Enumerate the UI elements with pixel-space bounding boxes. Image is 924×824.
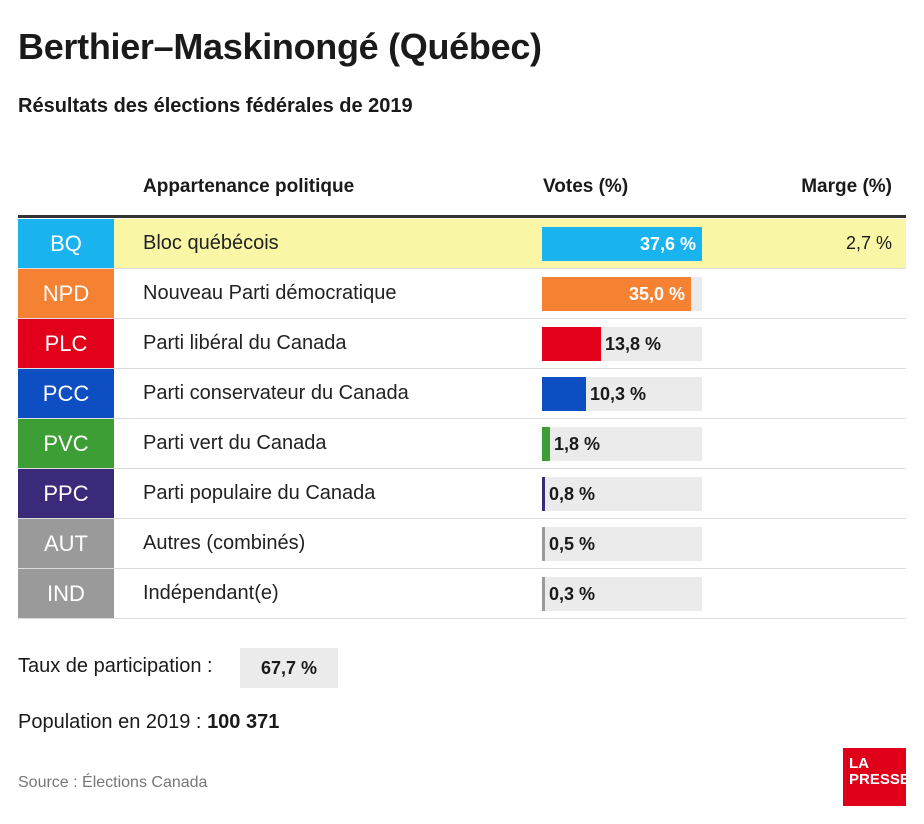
table-row-plc: PLC Parti libéral du Canada 13,8 % xyxy=(18,319,906,369)
vote-value-label: 37,6 % xyxy=(639,234,696,254)
vote-bar xyxy=(542,327,601,361)
party-code-badge: BQ xyxy=(18,219,114,268)
column-header-margin: Marge (%) xyxy=(801,176,892,197)
party-name: Indépendant(e) xyxy=(143,582,279,604)
party-code-badge: PLC xyxy=(18,319,114,368)
vote-bar-track: 35,0 % xyxy=(542,277,702,311)
vote-value-label: 10,3 % xyxy=(590,384,647,404)
party-name: Parti libéral du Canada xyxy=(143,332,347,354)
population-line: Population en 2019 : 100 371 xyxy=(18,711,279,734)
table-row-pvc: PVC Parti vert du Canada 1,8 % xyxy=(18,419,906,469)
logo-line-2: PRESSE xyxy=(849,771,910,788)
column-header-party: Appartenance politique xyxy=(143,176,355,197)
table-row-npd: NPD Nouveau Parti démocratique 35,0 % xyxy=(18,269,906,319)
column-header-votes: Votes (%) xyxy=(543,176,629,197)
page-subtitle: Résultats des élections fédérales de 201… xyxy=(18,95,413,117)
party-code-badge: NPD xyxy=(18,269,114,318)
vote-bar-track: 0,8 % xyxy=(542,477,702,511)
vote-value-label: 35,0 % xyxy=(628,284,685,304)
vote-value-label: 1,8 % xyxy=(554,434,601,454)
source-note: Source : Élections Canada xyxy=(18,774,208,791)
party-code-badge: PPC xyxy=(18,469,114,518)
population-value: 100 371 xyxy=(207,711,280,733)
vote-value-label: 0,5 % xyxy=(549,534,596,554)
header-rule xyxy=(18,215,906,218)
vote-bar xyxy=(542,427,550,461)
vote-bar-track: 13,8 % xyxy=(542,327,702,361)
party-name: Parti vert du Canada xyxy=(143,432,327,454)
results-table: BQ Bloc québécois 37,6 % 2,7 % NPD Nouveau Pa… xyxy=(18,219,906,619)
table-row-ind: IND Indépendant(e) 0,3 % xyxy=(18,569,906,619)
table-row-ppc: PPC Parti populaire du Canada 0,8 % xyxy=(18,469,906,519)
vote-bar xyxy=(542,577,545,611)
margin-value: 2,7 % xyxy=(845,233,892,253)
vote-bar xyxy=(542,227,702,261)
population-label: Population en 2019 : xyxy=(18,711,202,733)
table-row-bq: BQ Bloc québécois 37,6 % 2,7 % xyxy=(18,219,906,269)
vote-bar xyxy=(542,527,545,561)
turnout-value: 67,7 % xyxy=(240,648,338,688)
la-presse-logo: LA PRESSE xyxy=(843,748,910,806)
page-title: Berthier–Maskinongé (Québec) xyxy=(18,26,542,67)
party-code-badge: IND xyxy=(18,569,114,618)
vote-bar-track: 0,5 % xyxy=(542,527,702,561)
party-name: Parti populaire du Canada xyxy=(143,482,376,504)
party-name: Autres (combinés) xyxy=(143,532,306,554)
party-code-badge: AUT xyxy=(18,519,114,568)
vote-value-label: 13,8 % xyxy=(605,334,662,354)
vote-bar xyxy=(542,477,545,511)
logo-line-1: LA xyxy=(849,755,869,772)
party-name: Parti conservateur du Canada xyxy=(143,382,409,404)
vote-value-label: 0,8 % xyxy=(549,484,596,504)
vote-bar-track: 1,8 % xyxy=(542,427,702,461)
vote-bar xyxy=(542,277,691,311)
party-name: Nouveau Parti démocratique xyxy=(143,282,397,304)
table-row-pcc: PCC Parti conservateur du Canada 10,3 % xyxy=(18,369,906,419)
vote-value-label: 0,3 % xyxy=(549,584,596,604)
party-name: Bloc québécois xyxy=(143,232,279,254)
party-code-badge: PCC xyxy=(18,369,114,418)
table-row-aut: AUT Autres (combinés) 0,5 % xyxy=(18,519,906,569)
vote-bar-track: 10,3 % xyxy=(542,377,702,411)
vote-bar-track: 0,3 % xyxy=(542,577,702,611)
vote-bar-track: 37,6 % xyxy=(542,227,702,261)
party-code-badge: PVC xyxy=(18,419,114,468)
turnout-label: Taux de participation : xyxy=(18,655,213,677)
vote-bar xyxy=(542,377,586,411)
